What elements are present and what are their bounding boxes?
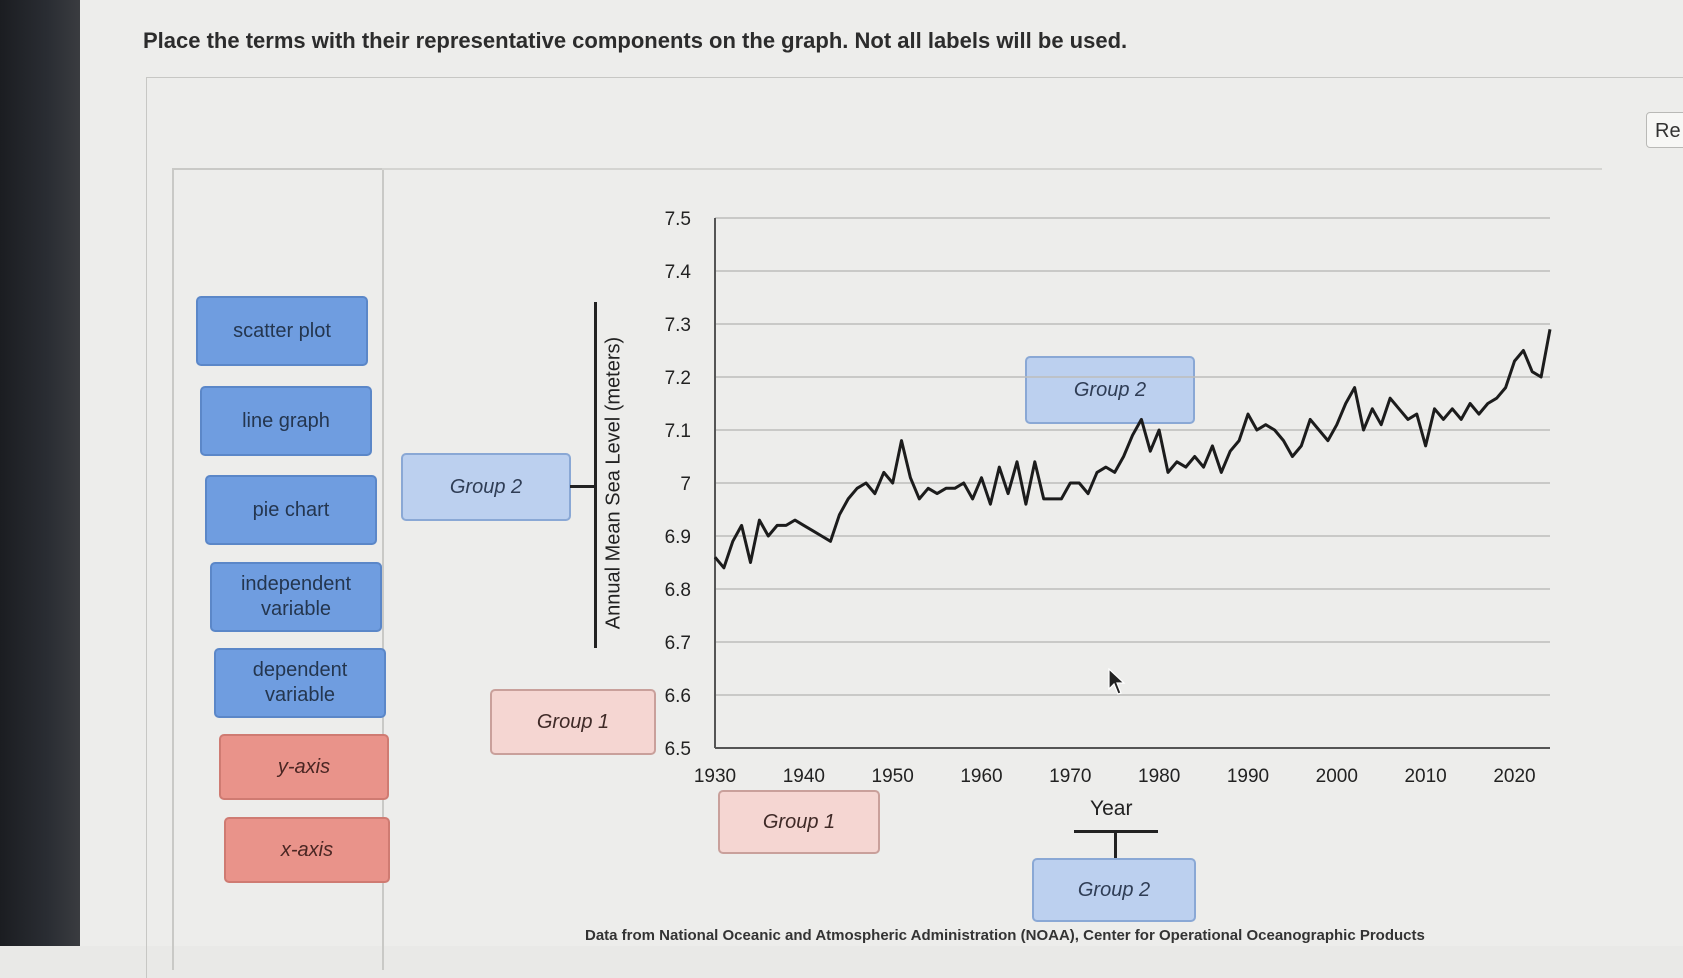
term-tile-independent-variable[interactable]: independent variable bbox=[210, 562, 382, 632]
drop-zone-x-axis-group-1[interactable]: Group 1 bbox=[718, 790, 880, 854]
question-panel bbox=[146, 77, 1683, 978]
drop-zone-y-axis-group-2[interactable]: Group 2 bbox=[401, 453, 571, 521]
x-tick-label: 1960 bbox=[960, 766, 1002, 787]
data-source-note: Data from National Oceanic and Atmospher… bbox=[585, 927, 1425, 944]
x-axis-title: Year bbox=[1090, 797, 1133, 820]
reset-button[interactable]: Re bbox=[1646, 112, 1683, 148]
term-tile-scatter-plot[interactable]: scatter plot bbox=[196, 296, 368, 366]
y-tick-label: 6.7 bbox=[665, 633, 691, 654]
drop-zone-x-axis-group-2[interactable]: Group 2 bbox=[1032, 858, 1196, 922]
y-axis-label-bracket bbox=[594, 302, 597, 648]
y-tick-label: 6.8 bbox=[665, 580, 691, 601]
x-tick-label: 1990 bbox=[1227, 766, 1269, 787]
y-tick-label: 7 bbox=[680, 474, 691, 495]
term-bank bbox=[172, 168, 384, 970]
x-tick-label: 1930 bbox=[694, 766, 736, 787]
term-tile-dependent-variable[interactable]: dependent variable bbox=[214, 648, 386, 718]
mouse-cursor-icon bbox=[1108, 668, 1126, 695]
y-tick-label: 7.3 bbox=[665, 315, 691, 336]
x-tick-label: 2020 bbox=[1493, 766, 1535, 787]
y-tick-label: 6.9 bbox=[665, 527, 691, 548]
x-axis-label-connector bbox=[1114, 830, 1117, 858]
term-tile-y-axis[interactable]: y-axis bbox=[219, 734, 389, 800]
y-tick-label: 7.5 bbox=[665, 209, 691, 230]
drop-zone-y-axis-group-1[interactable]: Group 1 bbox=[490, 689, 656, 755]
drop-zone-graph-group-2[interactable]: Group 2 bbox=[1025, 356, 1195, 424]
x-tick-label: 1980 bbox=[1138, 766, 1180, 787]
graph-area-divider bbox=[382, 168, 1602, 170]
x-tick-label: 1950 bbox=[872, 766, 914, 787]
x-tick-label: 1940 bbox=[783, 766, 825, 787]
term-tile-line-graph[interactable]: line graph bbox=[200, 386, 372, 456]
y-axis-label-connector bbox=[570, 485, 596, 488]
x-tick-label: 2000 bbox=[1316, 766, 1358, 787]
data-series-line bbox=[713, 329, 1552, 570]
y-tick-label: 6.6 bbox=[665, 686, 691, 707]
term-tile-x-axis[interactable]: x-axis bbox=[224, 817, 390, 883]
x-tick-label: 1970 bbox=[1049, 766, 1091, 787]
term-tile-pie-chart[interactable]: pie chart bbox=[205, 475, 377, 545]
x-tick-label: 2010 bbox=[1404, 766, 1446, 787]
y-tick-label: 7.2 bbox=[665, 368, 691, 389]
y-tick-label: 7.1 bbox=[665, 421, 691, 442]
monitor-bezel bbox=[0, 0, 80, 946]
y-tick-label: 7.4 bbox=[665, 262, 692, 283]
instructions-text: Place the terms with their representativ… bbox=[143, 28, 1128, 53]
y-tick-label: 6.5 bbox=[665, 739, 691, 760]
